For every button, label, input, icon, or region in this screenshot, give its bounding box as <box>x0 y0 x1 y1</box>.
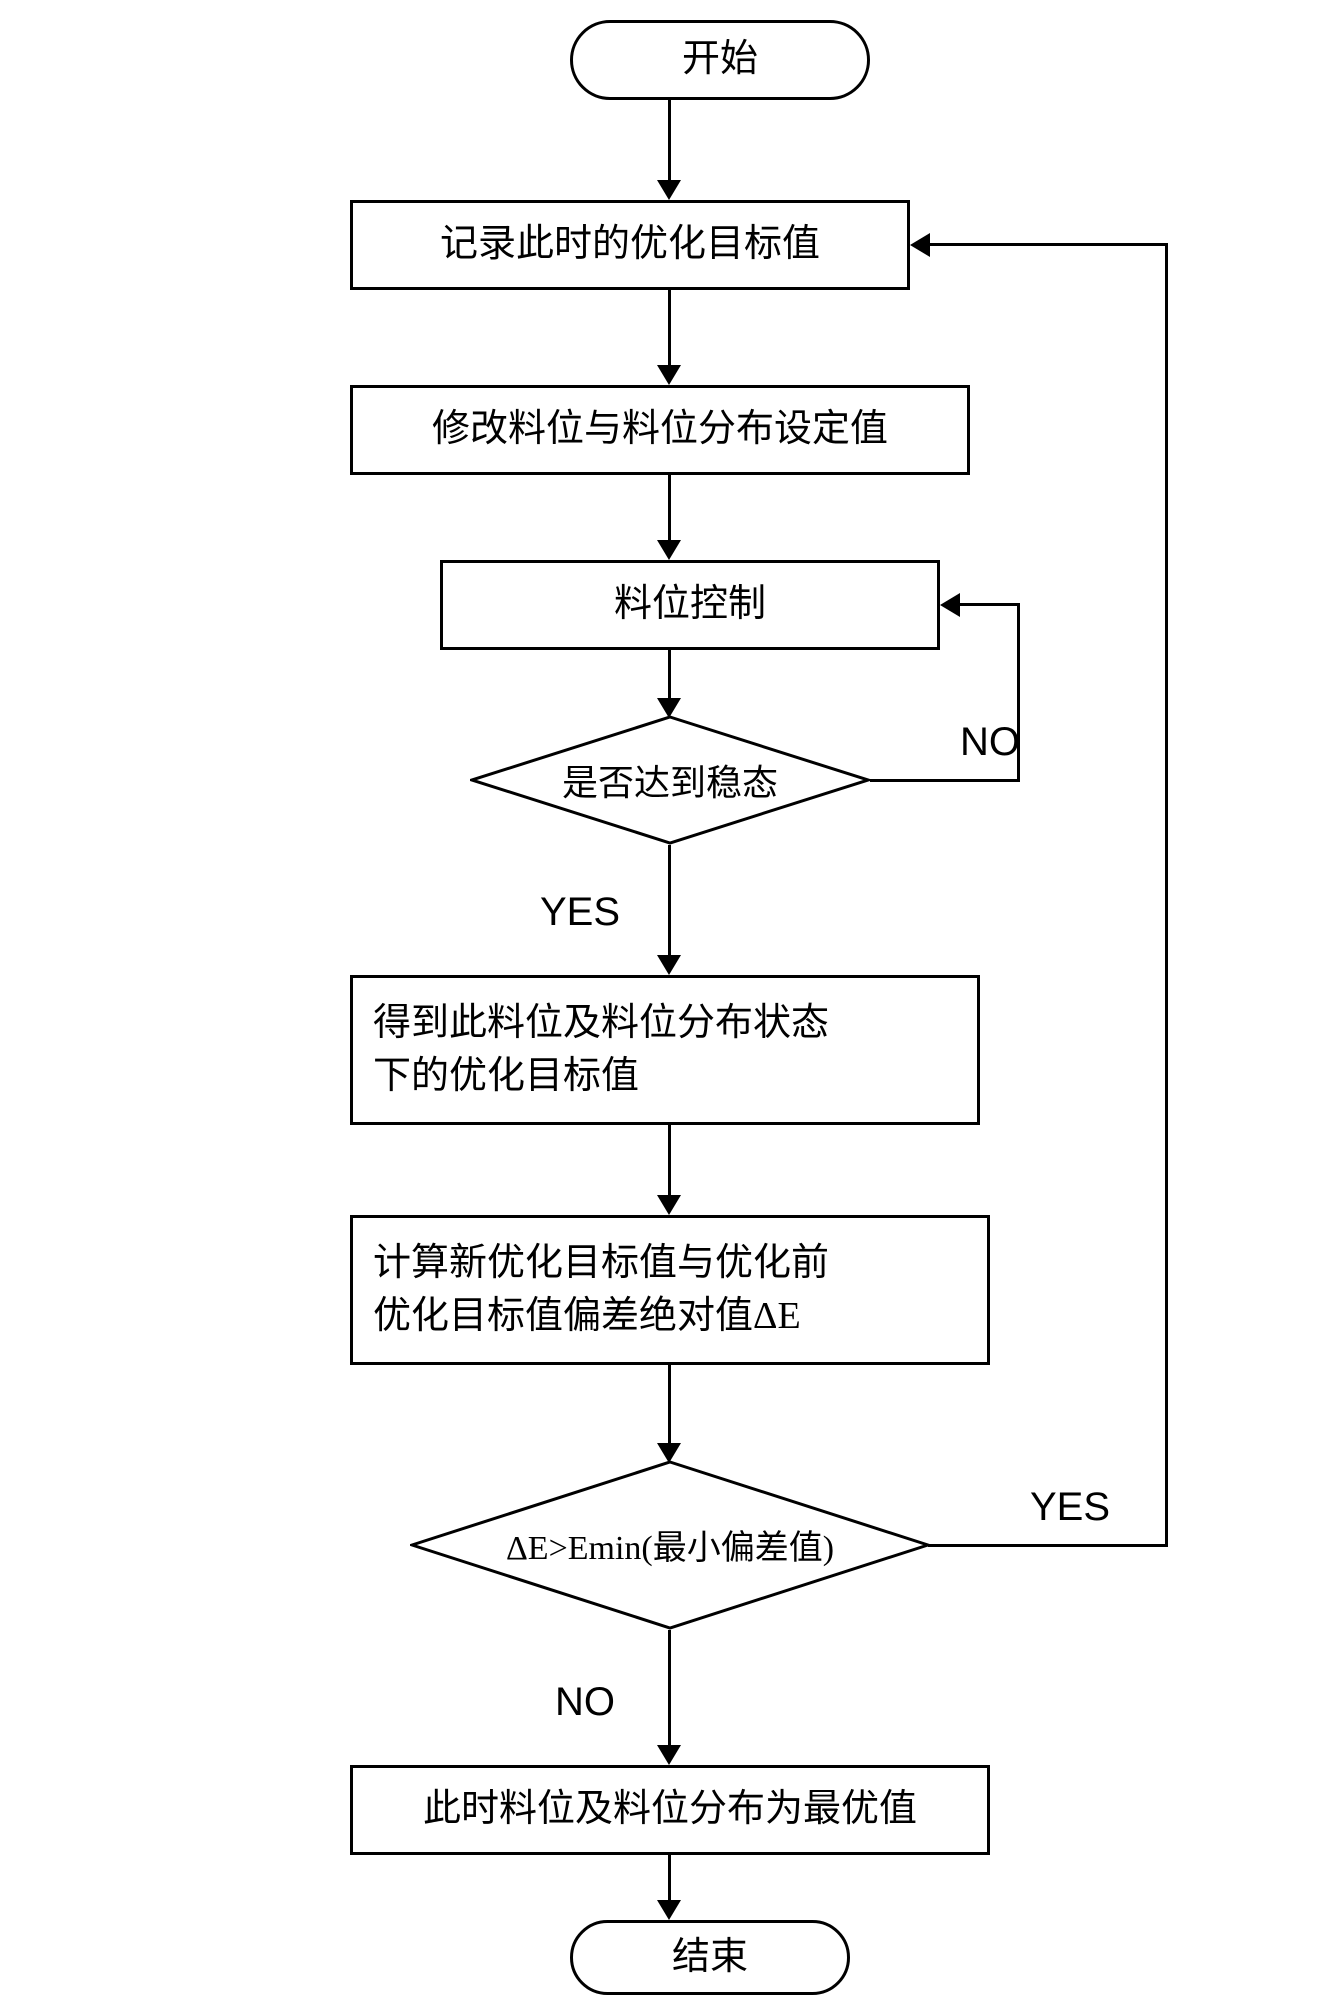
arrowhead <box>910 233 930 257</box>
no-label-2: NO <box>555 1680 615 1725</box>
start-node: 开始 <box>570 20 870 100</box>
edge <box>668 845 671 955</box>
calc-delta-label: 计算新优化目标值与优化前 优化目标值偏差绝对值ΔE <box>373 1237 829 1343</box>
modify-node: 修改料位与料位分布设定值 <box>350 385 970 475</box>
edge <box>668 1855 671 1900</box>
edge <box>928 1544 1168 1547</box>
arrowhead <box>657 540 681 560</box>
delta-decision-label: ΔE>Emin(最小偏差值) <box>410 1527 930 1571</box>
control-label: 料位控制 <box>614 578 766 631</box>
arrowhead <box>657 1195 681 1215</box>
yes-label-2: YES <box>1030 1485 1110 1530</box>
end-label: 结束 <box>672 1931 748 1984</box>
edge <box>1165 243 1168 1547</box>
arrowhead <box>657 955 681 975</box>
modify-label: 修改料位与料位分布设定值 <box>432 403 888 456</box>
get-target-label: 得到此料位及料位分布状态 下的优化目标值 <box>373 997 829 1103</box>
start-label: 开始 <box>682 33 758 86</box>
edge <box>668 650 671 700</box>
control-node: 料位控制 <box>440 560 940 650</box>
record-node: 记录此时的优化目标值 <box>350 200 910 290</box>
edge <box>960 603 1020 606</box>
edge <box>930 243 1168 246</box>
edge <box>668 100 671 180</box>
end-node: 结束 <box>570 1920 850 1995</box>
arrowhead <box>657 1745 681 1765</box>
record-label: 记录此时的优化目标值 <box>440 218 820 271</box>
arrowhead <box>657 180 681 200</box>
get-target-node: 得到此料位及料位分布状态 下的优化目标值 <box>350 975 980 1125</box>
arrowhead <box>657 1900 681 1920</box>
optimal-node: 此时料位及料位分布为最优值 <box>350 1765 990 1855</box>
steady-decision-label: 是否达到稳态 <box>470 760 870 807</box>
edge <box>668 1365 671 1445</box>
arrowhead <box>657 365 681 385</box>
edge <box>668 1630 671 1745</box>
calc-delta-node: 计算新优化目标值与优化前 优化目标值偏差绝对值ΔE <box>350 1215 990 1365</box>
flowchart-container: 开始 记录此时的优化目标值 修改料位与料位分布设定值 料位控制 是否达到稳态 N… <box>0 0 1325 2004</box>
edge <box>870 779 1020 782</box>
no-label-1: NO <box>960 720 1020 765</box>
edge <box>668 290 671 365</box>
edge <box>668 475 671 540</box>
yes-label-1: YES <box>540 890 620 935</box>
optimal-label: 此时料位及料位分布为最优值 <box>423 1783 917 1836</box>
edge <box>668 1125 671 1195</box>
arrowhead <box>940 593 960 617</box>
